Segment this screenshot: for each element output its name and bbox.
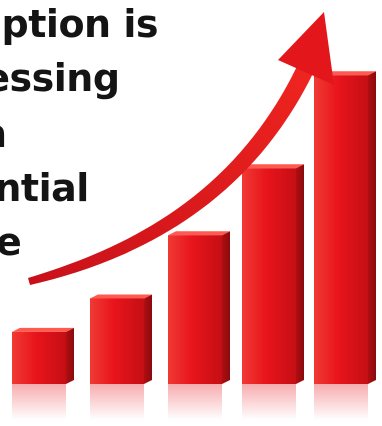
- bar-top: [168, 231, 230, 236]
- bar-side: [144, 294, 152, 384]
- bar-side: [66, 327, 74, 384]
- headline-text: uption is ressing n mential e: [0, 0, 230, 300]
- bar-top: [90, 294, 152, 299]
- headline-line-5: e: [0, 220, 22, 264]
- bar-top: [242, 164, 304, 169]
- bar: [90, 298, 144, 384]
- bar: [12, 331, 66, 384]
- bars-group: [12, 71, 376, 420]
- bar-top: [12, 327, 74, 332]
- trend-arrow: [28, 12, 334, 285]
- bar-reflection: [242, 384, 296, 420]
- bar: [314, 75, 368, 385]
- bar: [168, 235, 222, 384]
- headline-line-4: mential: [0, 166, 89, 210]
- bar-side: [368, 71, 376, 385]
- bar-side: [296, 164, 304, 384]
- headline-line-1: uption is: [0, 2, 158, 46]
- bar-reflection: [168, 384, 222, 420]
- bar: [242, 168, 296, 384]
- trend-arrow-head: [278, 12, 334, 85]
- bar-reflection: [90, 384, 144, 420]
- bar-reflection: [314, 384, 368, 420]
- headline-line-3: n: [0, 112, 7, 156]
- bar-reflection: [12, 384, 66, 420]
- headline-line-2: ressing: [0, 56, 120, 100]
- bar-side: [222, 231, 230, 384]
